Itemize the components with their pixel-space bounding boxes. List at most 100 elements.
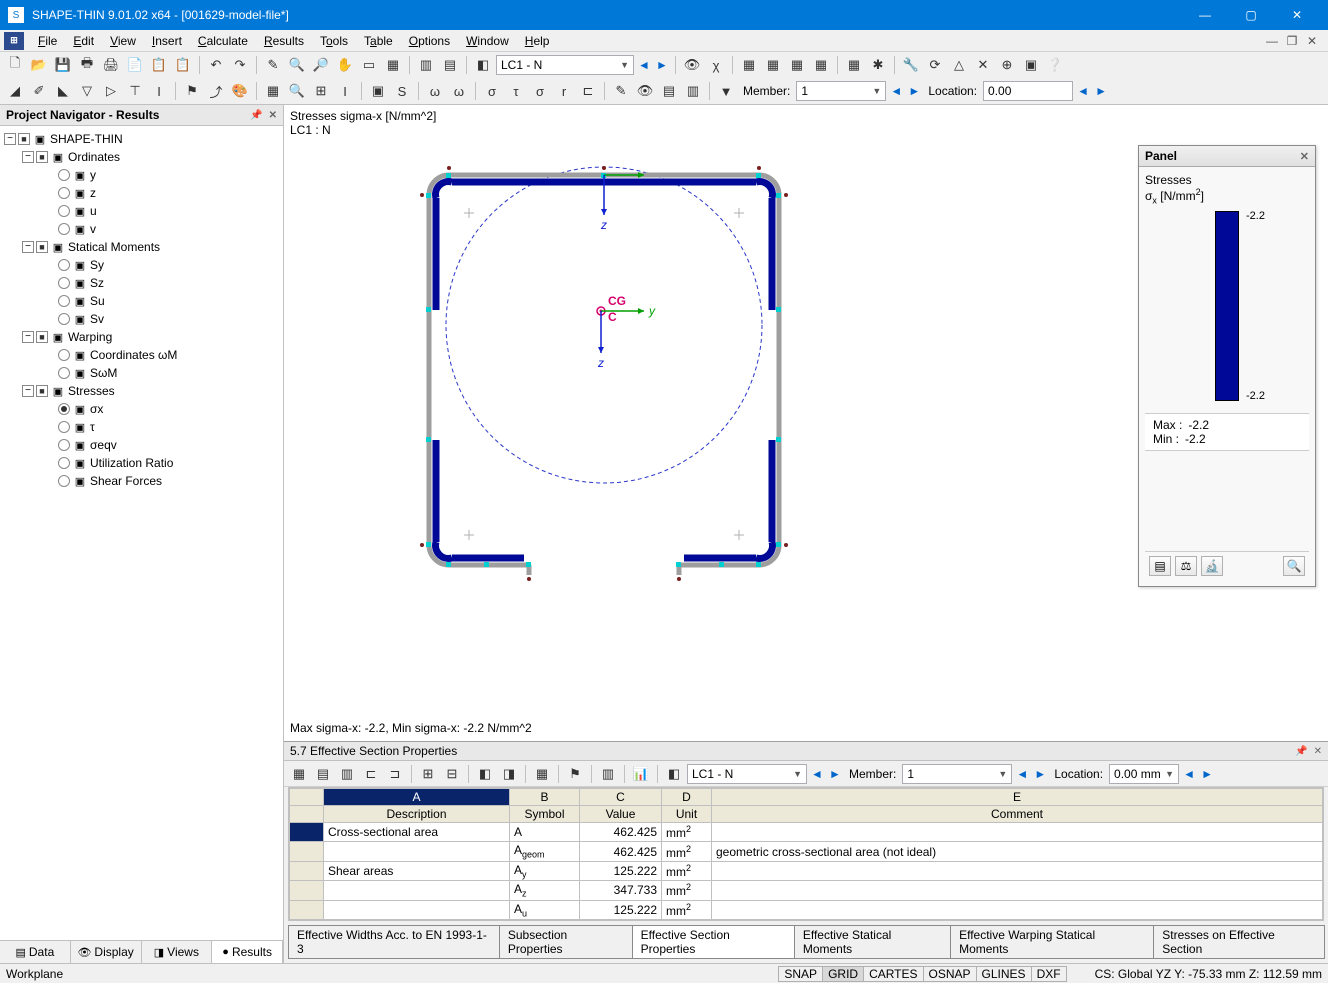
table-row[interactable]: Cross-sectional areaA462.425mm2 [290,823,1323,842]
select2-icon[interactable]: ▦ [382,54,404,76]
row-header[interactable] [290,861,324,880]
tab-display[interactable]: 👁Display [71,941,142,963]
navigator-tree[interactable]: − ■ ▣ SHAPE-THIN −■▣Ordinates▣y▣z▣u▣v−■▣… [0,126,283,940]
hdr-description[interactable]: Description [324,806,510,823]
pin-icon[interactable]: 📌 [1295,746,1307,757]
res2-icon[interactable]: χ [705,54,727,76]
tree-group[interactable]: −■▣Ordinates [2,148,281,166]
checkbox-icon[interactable]: ■ [36,385,48,397]
tool3-icon[interactable]: △ [948,54,970,76]
radio-icon[interactable] [58,349,70,361]
tt-m-prev-icon[interactable]: ◄ [1014,767,1030,781]
menu-file[interactable]: File [30,32,65,50]
tree-item[interactable]: ▣Su [2,292,281,310]
row-header[interactable] [290,823,324,842]
tt-loc-prev-icon[interactable]: ◄ [1181,767,1197,781]
t2-16-icon[interactable]: S [391,80,413,102]
tt-5-icon[interactable]: ⊐ [384,763,406,785]
radio-icon[interactable] [58,187,70,199]
menu-calculate[interactable]: Calculate [190,32,256,50]
t2-26-icon[interactable]: ▤ [658,80,680,102]
t2-24-icon[interactable]: ✎ [610,80,632,102]
t2-7-icon[interactable]: I [148,80,170,102]
calc3-icon[interactable]: ▦ [786,54,808,76]
panel-btn-1-icon[interactable]: ▤ [1149,556,1171,576]
radio-icon[interactable] [58,259,70,271]
tree-item[interactable]: ▣σx [2,400,281,418]
t2-22-icon[interactable]: r [553,80,575,102]
table-tab[interactable]: Effective Section Properties [632,925,795,959]
table-row[interactable]: Shear areasAy125.222mm2 [290,861,1323,880]
expand-icon[interactable]: − [22,151,34,163]
minimize-button[interactable]: — [1182,0,1228,30]
panel-btn-2-icon[interactable]: ⚖ [1175,556,1197,576]
menu-tools[interactable]: Tools [312,32,356,50]
pin-icon[interactable]: 📌 [250,110,262,121]
loc-next-icon[interactable]: ► [1093,84,1109,98]
t2-9-icon[interactable]: ⤴ [205,80,227,102]
tt-4-icon[interactable]: ⊏ [360,763,382,785]
table-row[interactable]: Az347.733mm2 [290,881,1323,900]
tt-excel-icon[interactable]: 📊 [630,763,652,785]
t2-21-icon[interactable]: σ [529,80,551,102]
status-toggle-osnap[interactable]: OSNAP [923,966,977,982]
cell-unit[interactable]: mm2 [662,881,712,900]
t2-17-icon[interactable]: ω [424,80,446,102]
tab-results[interactable]: ●Results [212,941,283,963]
lc-icon[interactable]: ◧ [472,54,494,76]
cell-value[interactable]: 125.222 [580,900,662,919]
t2-14-icon[interactable]: I [334,80,356,102]
radio-icon[interactable] [58,403,70,415]
tt-loadcase-selector[interactable]: LC1 - N ▼ [687,764,807,784]
t2-1-icon[interactable]: ◢ [4,80,26,102]
checkbox-icon[interactable]: ■ [18,133,30,145]
loc-prev-icon[interactable]: ◄ [1075,84,1091,98]
row-header[interactable] [290,881,324,900]
tab-views[interactable]: ◨Views [142,941,213,963]
cell-value[interactable]: 347.733 [580,881,662,900]
hdr-comment[interactable]: Comment [712,806,1323,823]
tree-item[interactable]: ▣σeqv [2,436,281,454]
col-B[interactable]: B [510,789,580,806]
t2-11-icon[interactable]: ▦ [262,80,284,102]
tree-item[interactable]: ▣Sy [2,256,281,274]
tt-9-icon[interactable]: ◨ [498,763,520,785]
paste-icon[interactable]: 📋 [172,54,194,76]
tt-m-next-icon[interactable]: ► [1032,767,1048,781]
checkbox-icon[interactable]: ■ [36,241,48,253]
cell-comment[interactable] [712,881,1323,900]
copy-icon[interactable]: 📋 [148,54,170,76]
cell-unit[interactable]: mm2 [662,861,712,880]
tt-3-icon[interactable]: ▥ [336,763,358,785]
tree-item[interactable]: ▣v [2,220,281,238]
menu-view[interactable]: View [102,32,144,50]
checkbox-icon[interactable]: ■ [36,151,48,163]
zoom2-icon[interactable]: 🔎 [310,54,332,76]
panel-header[interactable]: Panel ✕ [1139,146,1315,167]
t2-15-icon[interactable]: ▣ [367,80,389,102]
menu-table[interactable]: Table [356,32,401,50]
preview-icon[interactable]: 📄 [124,54,146,76]
table-tab[interactable]: Effective Widths Acc. to EN 1993-1-3 [288,925,500,959]
t2-12-icon[interactable]: 🔍 [286,80,308,102]
t2-23-icon[interactable]: ⊏ [577,80,599,102]
pan-icon[interactable]: ✋ [334,54,356,76]
calc4-icon[interactable]: ▦ [810,54,832,76]
new-icon[interactable]: 🗋 [4,54,26,76]
maximize-button[interactable]: ▢ [1228,0,1274,30]
row-header[interactable] [290,900,324,919]
close-button[interactable]: ✕ [1274,0,1320,30]
menu-insert[interactable]: Insert [144,32,190,50]
tool4-icon[interactable]: ✕ [972,54,994,76]
cell-comment[interactable]: geometric cross-sectional area (not idea… [712,842,1323,861]
status-toggle-glines[interactable]: GLINES [976,966,1032,982]
t2-20-icon[interactable]: τ [505,80,527,102]
cell-description[interactable] [324,842,510,861]
tt-8-icon[interactable]: ◧ [474,763,496,785]
tt-lc-next-icon[interactable]: ► [827,767,843,781]
expand-icon[interactable]: − [22,241,34,253]
panel-btn-3-icon[interactable]: 🔬 [1201,556,1223,576]
cell-unit[interactable]: mm2 [662,900,712,919]
radio-icon[interactable] [58,223,70,235]
t2-13-icon[interactable]: ⊞ [310,80,332,102]
